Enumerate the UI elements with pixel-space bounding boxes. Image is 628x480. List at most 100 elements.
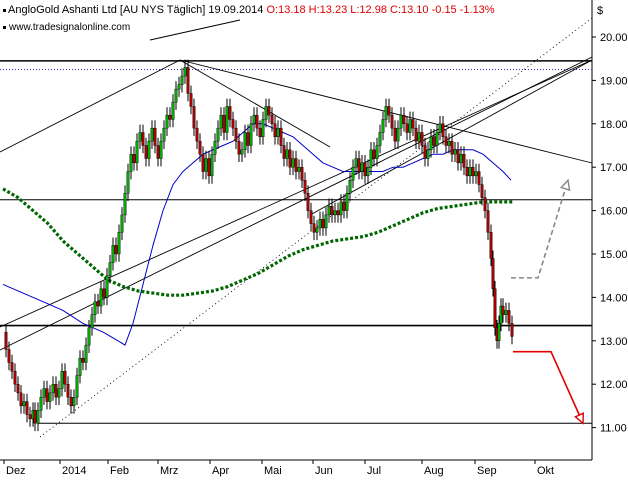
candle-body (285, 149, 289, 159)
candle-body (117, 232, 121, 255)
candle-body (36, 410, 40, 424)
x-tick-label: 2014 (62, 465, 86, 477)
header-ohlc: O:13.18 H:13.23 L:12.98 C:13.10 -0.15 -1… (266, 4, 495, 16)
candle-body (414, 127, 418, 142)
y-tick-label: 20.00 (600, 32, 628, 44)
candle-body (318, 219, 322, 229)
candle-body (225, 106, 229, 133)
x-tick-label: Apr (212, 465, 229, 477)
candle-body (372, 149, 376, 159)
candle-body (28, 414, 32, 420)
candle-body (405, 123, 409, 133)
currency-label: $ (597, 5, 603, 17)
candle-body (219, 114, 223, 129)
candle-body (132, 153, 136, 164)
candle-body (327, 206, 331, 216)
candle-body (171, 101, 175, 120)
candle-body (336, 210, 340, 216)
candle-body (159, 140, 163, 159)
candle-body (19, 392, 23, 407)
candle-body (273, 123, 277, 138)
candle-body (339, 201, 343, 216)
candle-body (195, 127, 199, 142)
candle-body (378, 132, 382, 146)
candle-body (480, 184, 484, 198)
candle-body (66, 384, 70, 398)
candle-body (429, 136, 433, 151)
candle-body (135, 140, 139, 164)
candle-body (120, 214, 124, 233)
candle-body (330, 206, 334, 216)
candle-body (216, 127, 220, 142)
trend-line (0, 56, 593, 351)
x-tick-label: Dez (6, 465, 26, 477)
candle-body (504, 310, 508, 315)
candle-body (507, 310, 511, 324)
candle-body (7, 349, 11, 363)
candle-body (180, 75, 184, 85)
trend-line (149, 19, 241, 41)
arrow-down-line (513, 350, 584, 424)
x-tick-label: Jul (367, 465, 381, 477)
candle-body (486, 210, 490, 233)
candle-body (408, 119, 412, 133)
candle-body (51, 384, 55, 394)
candle-body (255, 114, 259, 129)
candle-body (426, 149, 430, 159)
candle-body (240, 149, 244, 155)
candle-body (42, 388, 46, 398)
candle-body (138, 132, 142, 142)
x-tick-label: Feb (110, 465, 129, 477)
candle-body (99, 288, 103, 307)
candle-body (366, 166, 370, 177)
candle-body (210, 153, 214, 177)
y-tick-label: 18.00 (600, 119, 628, 131)
candle-body (45, 388, 49, 402)
candle-body (345, 193, 349, 211)
arrow-up-head (559, 178, 571, 192)
candle-body (156, 145, 160, 159)
candle-body (87, 327, 91, 346)
candle-body (384, 106, 388, 120)
candle-body (309, 210, 313, 224)
x-tick-label: Jun (315, 465, 333, 477)
candle-body (72, 397, 76, 407)
candle-body (108, 262, 112, 276)
candle-body (447, 140, 451, 146)
candle-body (105, 275, 109, 298)
y-tick-label: 17.00 (600, 162, 628, 174)
candle-body (4, 331, 8, 350)
candle-body (144, 145, 148, 159)
website-label: www.tradesignalonline.com (3, 22, 130, 33)
ma-long-line (2, 187, 513, 297)
candle-body (183, 67, 187, 77)
candle-body (363, 162, 367, 177)
candle-body (432, 136, 436, 146)
candle-body (222, 114, 226, 133)
candle-body (207, 158, 211, 177)
candle-body (147, 140, 151, 159)
candle-body (348, 180, 352, 194)
candle-body (54, 384, 58, 398)
trend-line (179, 59, 331, 148)
candle-body (360, 162, 364, 172)
y-tick-label: 11.00 (600, 423, 627, 435)
candle-body (267, 106, 271, 116)
candle-body (300, 166, 304, 181)
candle-body (399, 114, 403, 129)
y-tick-label: 19.00 (600, 75, 628, 87)
candle-body (471, 166, 475, 177)
x-tick-label: Mai (264, 465, 282, 477)
candle-body (375, 145, 379, 159)
candle-body (33, 410, 37, 424)
candle-body (198, 140, 202, 155)
candle-body (465, 166, 469, 177)
square-icon (3, 25, 6, 29)
candle-body (417, 132, 421, 142)
candle-body (324, 214, 328, 229)
trend-line (0, 59, 181, 153)
candle-body (258, 127, 262, 138)
candle-body (369, 149, 373, 168)
trend-line (0, 59, 593, 328)
